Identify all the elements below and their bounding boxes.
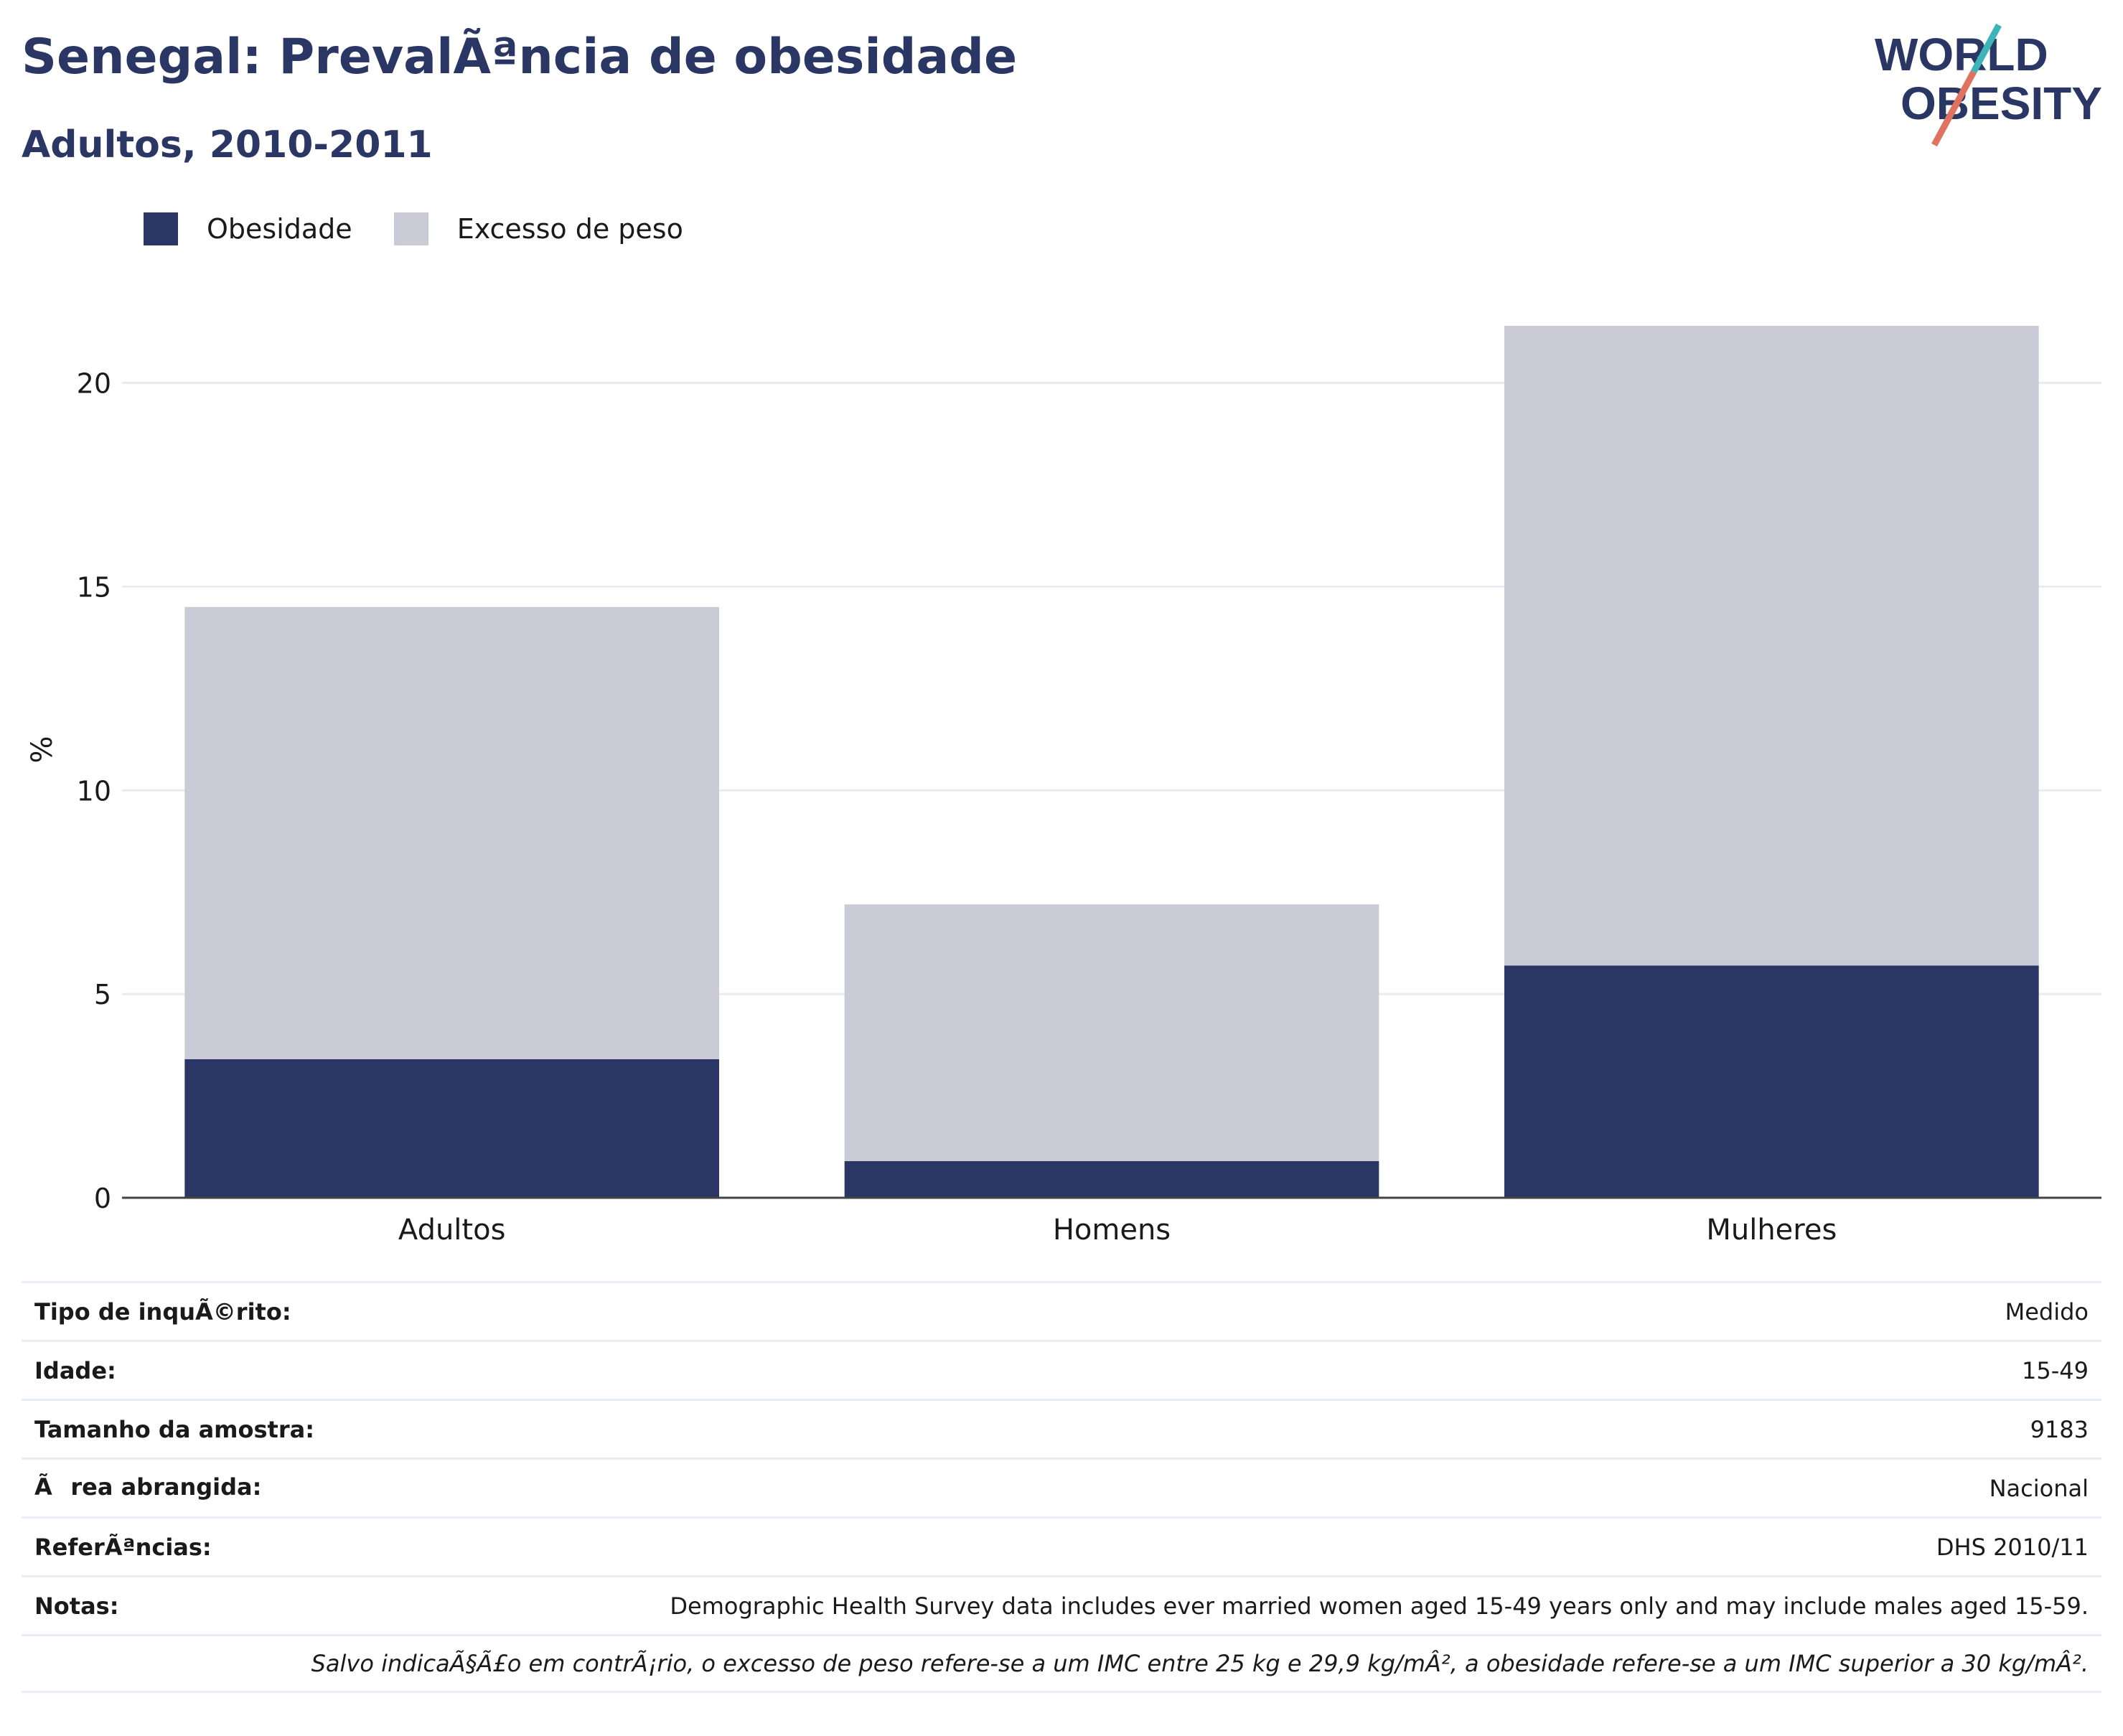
info-value: 9183 [2030,1415,2089,1443]
logo-coral-slash [1931,70,1977,147]
y-tick-label: 10 [77,775,111,807]
legend-swatch-overweight [393,212,428,245]
legend-item-overweight[interactable]: Excesso de peso [393,212,683,245]
bar-chart: 0 5 10 15 20% Adultos Homens Mulheres [26,326,2101,1247]
info-label: Idade: [34,1356,116,1384]
info-value: 15-49 [2022,1356,2089,1384]
bar-overweight [1504,326,2039,966]
info-row-sample-size: Tamanho da amostra: 9183 [22,1399,2101,1458]
logo-word-obesity: OBESITY [1901,78,2102,129]
info-label: Notas: [34,1592,119,1620]
bar-overweight [844,904,1379,1161]
y-tick-label: 5 [94,979,111,1010]
info-row-age: Idade: 15-49 [22,1340,2101,1399]
chart-subtitle: Adultos, 2010-2011 [22,123,433,166]
info-row-footnote: Salvo indicaÃ§Ã£o em contrÃ¡rio, o exces… [22,1634,2101,1693]
world-obesity-logo: WORLD OBESITY [1875,23,2102,147]
info-row-area: Ãrea abrangida: Nacional [22,1458,2101,1516]
x-category-label: Homens [1053,1214,1171,1247]
info-value: Medido [2005,1298,2089,1326]
logo-word-world: WORLD [1875,29,2048,80]
legend-label-overweight: Excesso de peso [456,213,683,245]
info-value: DHS 2010/11 [1936,1533,2089,1561]
info-row-survey-type: Tipo de inquÃ©rito: Medido [22,1281,2101,1340]
info-row-references: ReferÃªncias: DHS 2010/11 [22,1516,2101,1575]
y-tick-label: 0 [94,1183,111,1214]
logo-teal-slash [1971,23,2002,74]
chart-title: Senegal: PrevalÃªncia de obesidade [22,29,1018,85]
info-label: Tipo de inquÃ©rito: [34,1298,291,1326]
info-row-notes: Notas: Demographic Health Survey data in… [22,1575,2101,1634]
info-value: Demographic Health Survey data includes … [670,1592,2089,1620]
legend-label-obesity: Obesidade [207,213,352,245]
bar-obesity [844,1160,1379,1198]
footnote: Salvo indicaÃ§Ã£o em contrÃ¡rio, o exces… [311,1650,2089,1677]
info-label: ReferÃªncias: [34,1533,212,1561]
legend-item-obesity[interactable]: Obesidade [144,212,352,245]
x-category-label: Mulheres [1706,1214,1837,1247]
legend: Obesidade Excesso de peso [144,212,725,245]
y-tick-label: 20 [77,368,111,400]
y-tick-label: 15 [77,571,111,603]
info-label: Tamanho da amostra: [34,1415,314,1443]
y-axis-label: % [26,736,59,763]
bar-overweight [184,606,719,1059]
x-category-label: Adultos [398,1214,506,1247]
bar-obesity [184,1059,719,1198]
legend-swatch-obesity [144,212,178,245]
info-table: Tipo de inquÃ©rito: Medido Idade: 15-49 … [22,1281,2101,1693]
info-value: Nacional [1989,1474,2089,1502]
info-label: Ãrea abrangida: [34,1473,262,1501]
bar-obesity [1504,965,2039,1198]
